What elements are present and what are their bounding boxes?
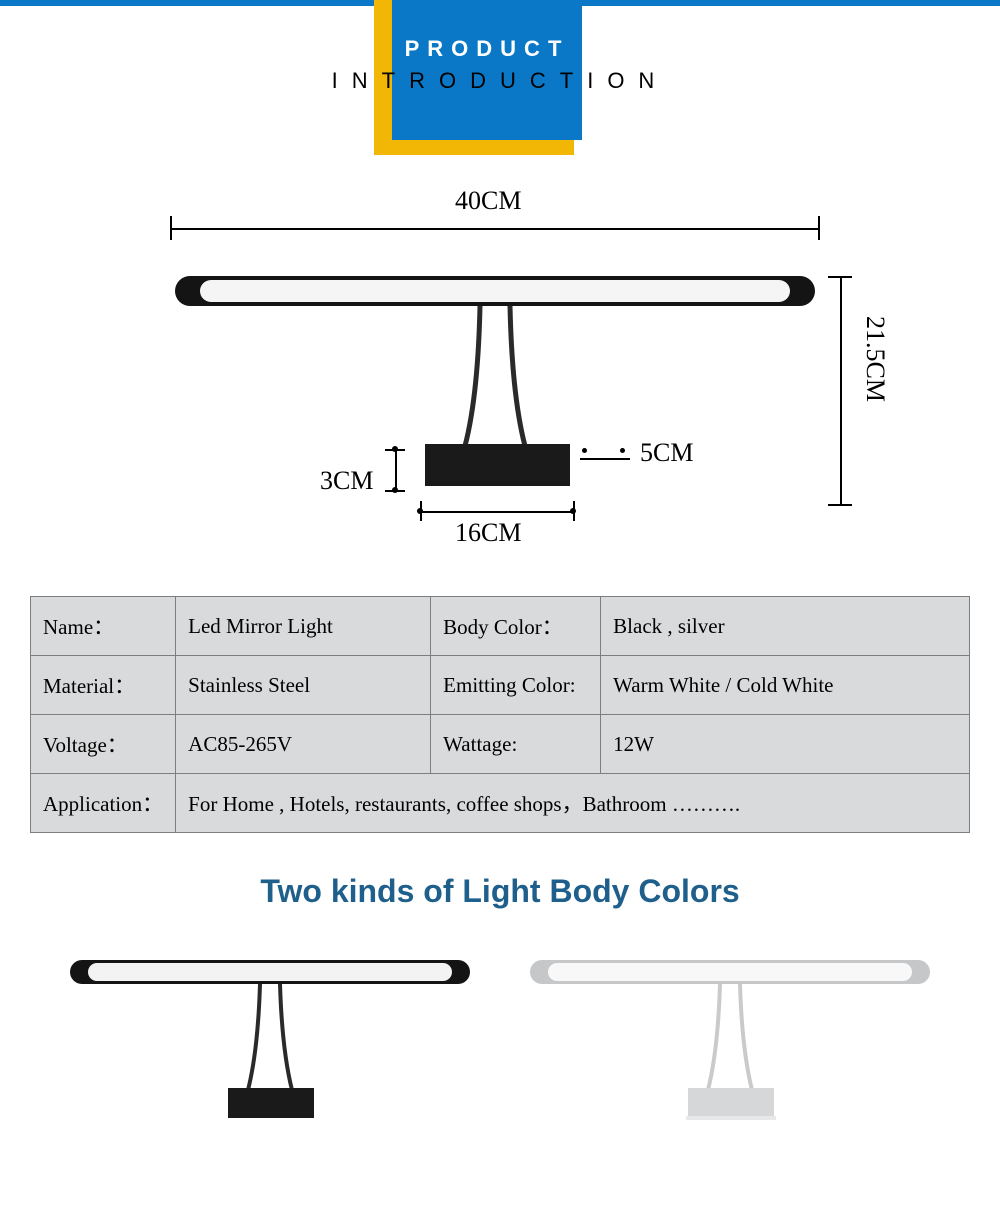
lamp-illustration (165, 276, 825, 526)
spec-wattage-label: Wattage: (431, 715, 601, 774)
dot-depth-r (620, 448, 625, 453)
lamp-stem-left (465, 306, 480, 446)
tick-right-top (828, 276, 852, 278)
spec-material-value: Stainless Steel (176, 656, 431, 715)
dim-base-depth: 5CM (640, 438, 693, 468)
spec-voltage-value: AC85-265V (176, 715, 431, 774)
table-row: Name： Led Mirror Light Body Color： Black… (31, 597, 970, 656)
lamp-tube-inner (200, 280, 790, 302)
dim-base-height-label: 3CM (320, 466, 373, 496)
spec-voltage-label: Voltage： (31, 715, 176, 774)
lamp-variant-silver (520, 950, 940, 1130)
dim-line-base-h (395, 450, 397, 492)
spec-wattage-value: 12W (601, 715, 970, 774)
dim-line-base-w (420, 511, 575, 513)
lamp-variant-black (60, 950, 480, 1130)
header-title: PRODUCT (392, 36, 582, 62)
lamp-variants-row (0, 950, 1000, 1170)
lamp-stem-right (510, 306, 525, 446)
spec-application-value: For Home , Hotels, restaurants, coffee s… (176, 774, 970, 833)
tick-right-bot (828, 504, 852, 506)
table-row: Voltage： AC85-265V Wattage: 12W (31, 715, 970, 774)
dot-bh-t (392, 446, 398, 452)
spec-bodycolor-label: Body Color： (431, 597, 601, 656)
spec-application-label: Application： (31, 774, 176, 833)
colors-section-title: Two kinds of Light Body Colors (0, 873, 1000, 910)
dim-line-depth (580, 458, 630, 460)
tick-top-right (818, 216, 820, 240)
tick-top-left (170, 216, 172, 240)
header-subtitle: INTRODUCTION (0, 68, 1000, 94)
spec-emit-label: Emitting Color: (431, 656, 601, 715)
dot-bw-l (417, 508, 423, 514)
spec-table: Name： Led Mirror Light Body Color： Black… (30, 596, 970, 833)
lamp-base (425, 444, 570, 486)
header-block: PRODUCT INTRODUCTION (0, 6, 1000, 166)
dim-line-top (170, 228, 820, 230)
dim-base-width-label: 16CM (455, 518, 521, 548)
spec-name-value: Led Mirror Light (176, 597, 431, 656)
spec-emit-value: Warm White / Cold White (601, 656, 970, 715)
dim-right-height: 21.5CM (860, 316, 890, 402)
dot-depth-l (582, 448, 587, 453)
dim-line-right (840, 276, 842, 506)
dot-bw-r (570, 508, 576, 514)
table-row: Application： For Home , Hotels, restaura… (31, 774, 970, 833)
table-row: Material： Stainless Steel Emitting Color… (31, 656, 970, 715)
spec-material-label: Material： (31, 656, 176, 715)
dim-top-width: 40CM (455, 186, 521, 216)
spec-name-label: Name： (31, 597, 176, 656)
dimension-diagram: 40CM 21.5CM 5CM 3CM 16CM (120, 186, 880, 566)
dot-bh-b (392, 487, 398, 493)
spec-bodycolor-value: Black , silver (601, 597, 970, 656)
